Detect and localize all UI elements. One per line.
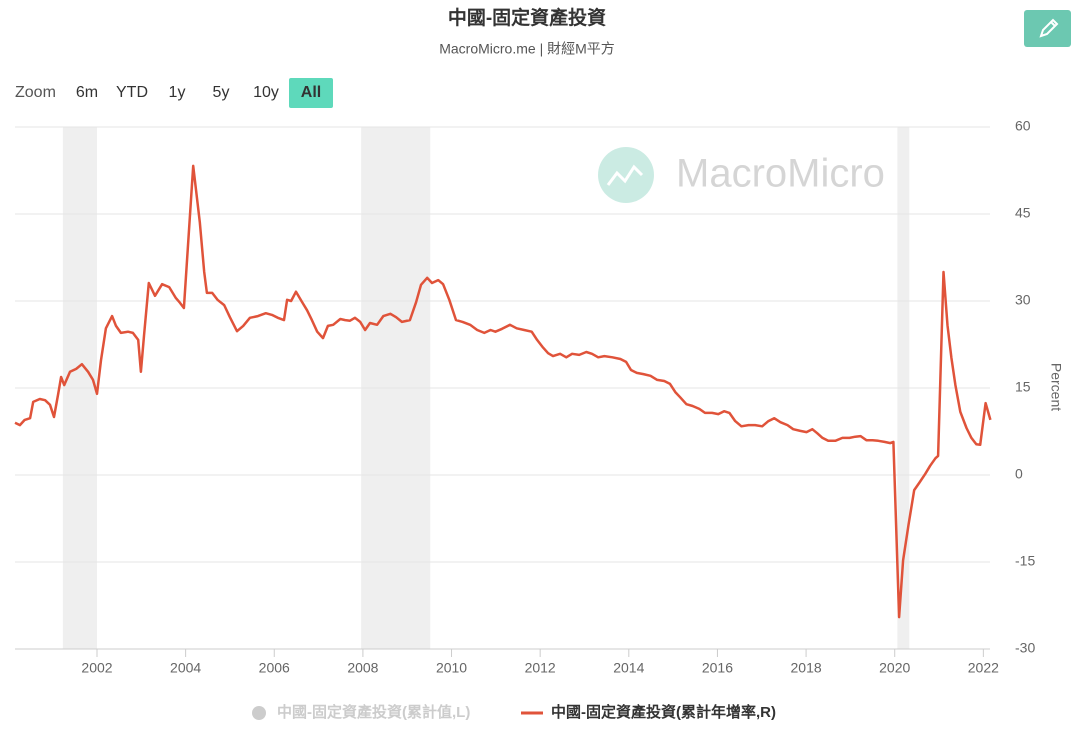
edit-button[interactable] xyxy=(1024,10,1071,47)
watermark-logo xyxy=(598,147,654,203)
x-tick-label: 2010 xyxy=(436,660,467,676)
y2-tick-label: 15 xyxy=(1015,379,1031,395)
legend-item[interactable]: 中國-固定資產投資(累計值,L) xyxy=(252,703,470,721)
zoom-buttons: 6m YTD 1y 5y 10y All xyxy=(76,78,333,108)
y2-tick-label: 45 xyxy=(1015,205,1031,221)
x-tick-label: 2018 xyxy=(791,660,822,676)
watermark-text: MacroMicro xyxy=(676,152,885,196)
zoom-button[interactable]: 6m xyxy=(76,84,98,101)
x-tick-label: 2006 xyxy=(259,660,290,676)
y2-tick-label: 0 xyxy=(1015,466,1023,482)
data-line xyxy=(14,164,992,619)
zoom-button-bg[interactable] xyxy=(289,78,333,108)
y2-tick-label: -30 xyxy=(1015,640,1035,656)
edit-button-bg[interactable] xyxy=(1024,10,1071,47)
zoom-button[interactable]: 1y xyxy=(169,84,186,101)
chart-subtitle: MacroMicro.me | 財經M平方 xyxy=(439,41,615,57)
legend-symbol[interactable] xyxy=(252,706,266,720)
zoom-button-label[interactable]: All xyxy=(301,84,321,101)
zoom-button-label[interactable]: 6m xyxy=(76,84,98,101)
zoom-button[interactable]: 10y xyxy=(253,84,279,101)
watermark-logo-line xyxy=(606,164,644,186)
x-tick-label: 2002 xyxy=(81,660,112,676)
x-tick-label: 2016 xyxy=(702,660,733,676)
y2-tick-label: 30 xyxy=(1015,292,1031,308)
y2-axis-title: Percent xyxy=(1048,363,1064,411)
zoom-button-label[interactable]: YTD xyxy=(116,84,148,101)
zoom-button-label[interactable]: 1y xyxy=(169,84,186,101)
zoom-label: Zoom xyxy=(15,84,56,101)
zoom-button[interactable]: 5y xyxy=(213,84,230,101)
watermark: MacroMicro xyxy=(598,147,885,203)
x-tick-label: 2012 xyxy=(525,660,556,676)
legend-label[interactable]: 中國-固定資產投資(累計年增率,R) xyxy=(551,703,776,721)
x-tick-label: 2008 xyxy=(347,660,378,676)
y2-tick-label: -15 xyxy=(1015,553,1035,569)
chart-title: 中國-固定資產投資 xyxy=(448,6,606,29)
x-tick-label: 2022 xyxy=(968,660,999,676)
y2-tick-label: 60 xyxy=(1015,118,1031,134)
plot: MacroMicro -30 -15 0 15 30 45 60 2002 2004 2006 200… xyxy=(14,118,1035,676)
legend: 中國-固定資產投資(累計值,L) 中國-固定資產投資(累計年增率,R) xyxy=(252,703,776,721)
x-tick-label: 2020 xyxy=(879,660,910,676)
zoom-button-label[interactable]: 10y xyxy=(253,84,279,101)
legend-item[interactable]: 中國-固定資產投資(累計年增率,R) xyxy=(521,703,776,721)
zoom-button[interactable]: All xyxy=(289,78,333,108)
x-tick-label: 2014 xyxy=(613,660,644,676)
legend-label[interactable]: 中國-固定資產投資(累計值,L) xyxy=(277,703,470,721)
zoom-button[interactable]: YTD xyxy=(116,84,148,101)
pencil-icon xyxy=(1039,18,1059,38)
x-tick-label: 2004 xyxy=(170,660,201,676)
zoom-button-label[interactable]: 5y xyxy=(213,84,230,101)
